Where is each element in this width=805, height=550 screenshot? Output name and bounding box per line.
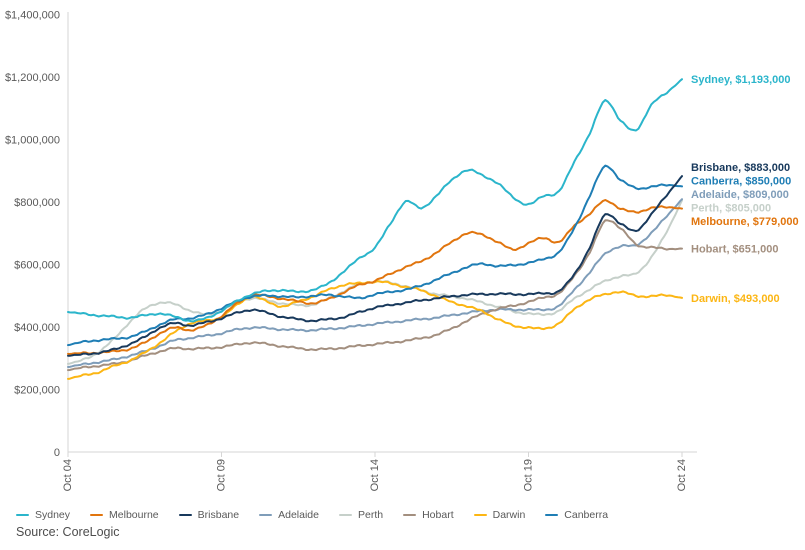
y-axis-tick-label: $600,000 xyxy=(14,260,60,272)
legend-swatch-canberra xyxy=(545,513,559,517)
legend-swatch-adelaide xyxy=(259,513,273,517)
series-end-label-brisbane: Brisbane, $883,000 xyxy=(691,162,790,174)
series-end-label-perth: Perth, $805,000 xyxy=(691,203,771,215)
series-line-brisbane xyxy=(67,175,683,357)
series-end-label-sydney: Sydney, $1,193,000 xyxy=(691,74,790,86)
legend-item-darwin: Darwin xyxy=(473,509,526,521)
legend-swatch-brisbane xyxy=(178,513,192,517)
legend-swatch-hobart xyxy=(403,513,417,517)
series-end-label-adelaide: Adelaide, $809,000 xyxy=(691,189,789,201)
series-end-label-hobart: Hobart, $651,000 xyxy=(691,244,778,256)
legend-swatch-sydney xyxy=(16,513,29,517)
legend-item-perth: Perth xyxy=(338,509,384,521)
y-axis-tick-label: $800,000 xyxy=(14,197,60,209)
legend-item-adelaide: Adelaide xyxy=(259,509,319,521)
x-axis-tick-label: Oct 14 xyxy=(369,459,381,491)
legend-label: Melbourne xyxy=(109,509,159,521)
series-line-adelaide xyxy=(67,198,683,368)
y-axis-tick-label: $1,000,000 xyxy=(5,135,60,147)
legend-label: Perth xyxy=(357,509,384,521)
legend-label: Hobart xyxy=(422,509,454,521)
legend-label: Darwin xyxy=(492,509,526,521)
series-line-melbourne xyxy=(67,199,683,355)
series-line-darwin xyxy=(67,280,683,380)
legend-swatch-melbourne xyxy=(90,513,104,517)
legend-label: Adelaide xyxy=(278,509,319,521)
legend-item-sydney: Sydney xyxy=(16,509,70,521)
series-line-canberra xyxy=(67,164,683,347)
legend-item-brisbane: Brisbane xyxy=(178,509,240,521)
y-axis-tick-label: $1,400,000 xyxy=(5,10,60,22)
legend-item-hobart: Hobart xyxy=(403,509,454,521)
y-axis-tick-label: $200,000 xyxy=(14,385,60,397)
y-axis-tick-label: 0 xyxy=(54,447,60,459)
legend-swatch-perth xyxy=(338,513,352,517)
x-axis-tick-label: Oct 19 xyxy=(523,459,535,491)
x-axis-tick-label: Oct 09 xyxy=(216,459,228,491)
legend-item-melbourne: Melbourne xyxy=(90,509,159,521)
y-axis-tick-label: $1,200,000 xyxy=(5,72,60,84)
source-attribution: Source: CoreLogic xyxy=(16,525,120,539)
series-end-label-canberra: Canberra, $850,000 xyxy=(691,176,791,188)
legend-item-canberra: Canberra xyxy=(545,509,608,521)
legend-label: Sydney xyxy=(35,509,71,521)
x-axis-tick-label: Oct 04 xyxy=(62,459,74,491)
legend-swatch-darwin xyxy=(473,513,487,517)
series-line-hobart xyxy=(67,219,683,372)
series-line-sydney xyxy=(67,78,683,323)
legend-label: Canberra xyxy=(564,509,609,521)
x-axis-tick-label: Oct 24 xyxy=(676,459,688,491)
series-end-label-melbourne: Melbourne, $779,000 xyxy=(691,216,799,228)
y-axis-tick-label: $400,000 xyxy=(14,322,60,334)
chart-legend: Sydney Melbourne Brisbane Adelaide Perth Hoba… xyxy=(16,509,608,521)
series-end-label-darwin: Darwin, $493,000 xyxy=(691,293,780,305)
legend-label: Brisbane xyxy=(197,509,240,521)
